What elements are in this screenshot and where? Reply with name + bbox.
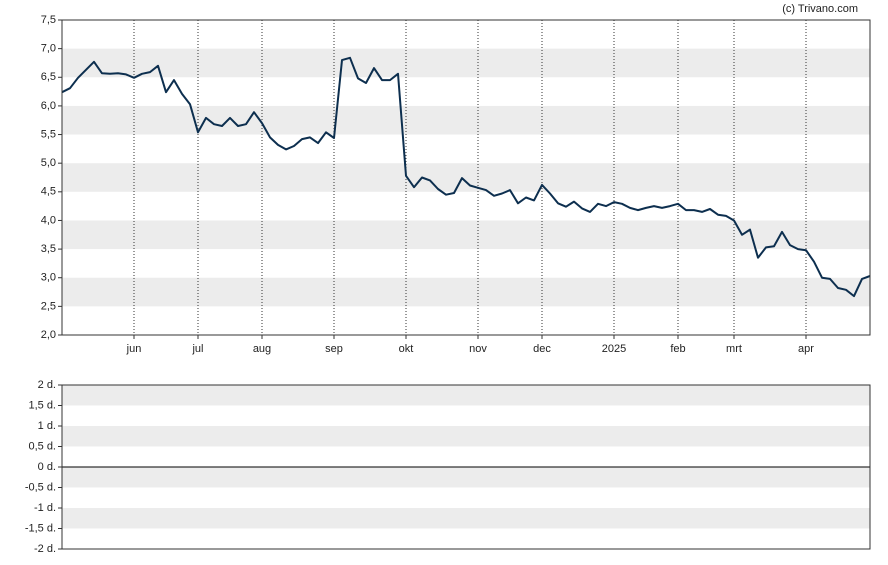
grid-band [62,220,870,250]
x-tick-label: 2025 [602,343,626,355]
plot-frame [61,19,871,336]
grid-band [62,467,870,488]
grid-band [62,385,870,406]
x-tick-label: sep [325,343,343,355]
x-tick-label: aug [253,343,271,355]
grid-band [62,105,870,135]
y-tick-label: 1 d. [38,420,56,432]
y-tick-label: 6,0 [41,100,56,112]
grid-band [62,277,870,307]
x-tick-label: apr [798,343,814,355]
y-tick-label: -1 d. [34,502,56,514]
y-tick-label: -1,5 d. [25,522,56,534]
y-tick-label: 7,0 [41,43,56,55]
y-tick-label: 2,5 [41,300,56,312]
y-tick-label: 3,5 [41,243,56,255]
y-tick-label: 7,5 [41,14,56,26]
x-tick-label: feb [670,343,685,355]
y-tick-label: 1,5 d. [28,399,56,411]
y-tick-label: -2 d. [34,543,56,555]
y-tick-label: 5,0 [41,157,56,169]
grid-band [62,508,870,529]
y-tick-label: 2 d. [38,379,56,391]
x-tick-label: jul [191,343,203,355]
y-tick-label: -0,5 d. [25,481,56,493]
copyright: (c) Trivano.com [782,3,858,15]
y-tick-label: 5,5 [41,128,56,140]
price-line [61,56,871,298]
x-tick-label: dec [533,343,551,355]
x-tick-label: nov [469,343,487,355]
y-tick-label: 4,5 [41,186,56,198]
x-tick-label: jun [126,343,142,355]
x-tick-label: okt [399,343,414,355]
grid-band [62,426,870,447]
grid-band [62,163,870,192]
y-tick-label: 0,5 d. [28,440,56,452]
y-tick-label: 2,0 [41,329,56,341]
y-tick-label: 0 d. [38,461,56,473]
y-tick-label: 6,5 [41,71,56,83]
grid-band [62,48,870,78]
y-tick-label: 4,0 [41,214,56,226]
y-tick-label: 3,0 [41,272,56,284]
plot-frame [61,384,871,550]
x-tick-label: mrt [726,343,742,355]
